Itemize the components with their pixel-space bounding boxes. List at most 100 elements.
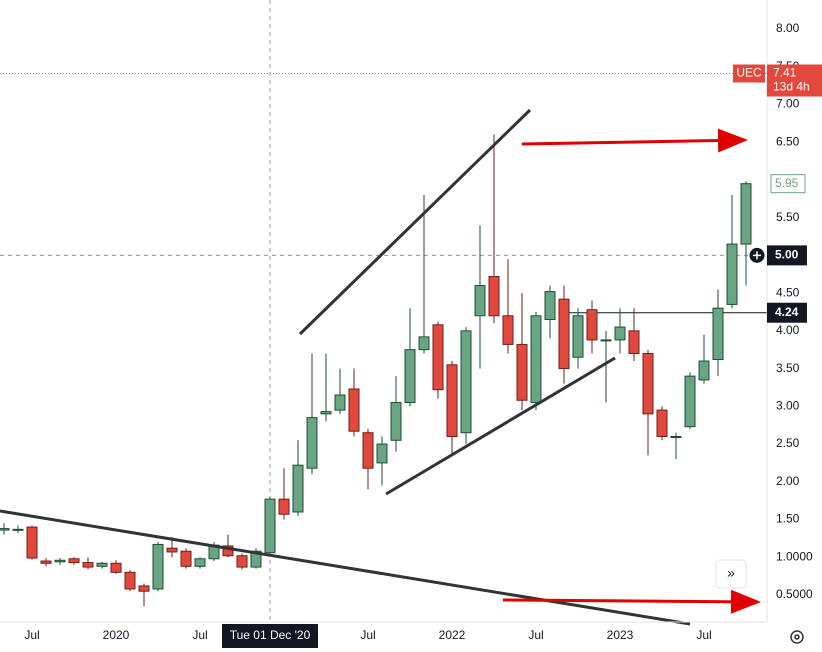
candle-body	[306, 417, 318, 469]
trend-line	[0, 509, 691, 626]
candle-body	[236, 555, 248, 568]
candle-body	[264, 498, 276, 554]
candle-body	[572, 315, 584, 358]
x-tick-label: Jul	[24, 628, 39, 642]
y-tick-label: 6.50	[776, 134, 800, 148]
candle-body	[166, 547, 178, 553]
candle-body	[362, 432, 374, 469]
candle-body	[250, 550, 262, 568]
y-tick-label: 1.50	[776, 512, 800, 526]
y-tick-label: 3.00	[776, 398, 800, 412]
price-axis	[767, 0, 822, 652]
candle-body	[656, 409, 668, 438]
close-tag	[770, 174, 806, 194]
candle-body	[180, 550, 192, 567]
y-tick-label: 0.5000	[776, 587, 813, 601]
y-tick-label: 2.00	[776, 474, 800, 488]
candle-body	[418, 336, 430, 351]
candle-body	[530, 315, 542, 404]
candle-body	[348, 388, 360, 432]
y-tick-label: 2.50	[776, 436, 800, 450]
x-tick-label: Jul	[528, 628, 543, 642]
drawings	[0, 108, 761, 626]
close-label: 5.95	[775, 176, 799, 190]
trend-line	[385, 356, 616, 496]
candle-body	[152, 543, 164, 590]
candle-body	[26, 526, 38, 559]
symbol-tag	[733, 64, 765, 83]
candle-body	[544, 291, 556, 321]
x-tick-label: 2023	[607, 628, 634, 642]
candle-body	[488, 276, 500, 317]
candle-body	[54, 559, 66, 563]
candle-body	[670, 436, 682, 439]
x-tick-label: Jul	[360, 628, 375, 642]
candle-body	[68, 558, 80, 564]
candle-body	[684, 375, 696, 428]
candle-body	[642, 352, 654, 415]
candle-body	[124, 571, 136, 590]
settings-icon[interactable]	[790, 630, 804, 644]
candle-body	[82, 562, 94, 568]
candle-body	[0, 528, 10, 531]
candle-body	[292, 464, 304, 513]
candle-body	[614, 326, 626, 341]
arrow	[502, 589, 761, 614]
price-line-tag	[767, 302, 807, 323]
candle-body	[96, 562, 108, 567]
crosshair-date-label: Tue 01 Dec '20	[230, 628, 311, 642]
candle-body	[740, 183, 752, 245]
trend-line	[298, 108, 532, 336]
candle-body	[446, 364, 458, 438]
y-tick-label: 8.00	[776, 21, 800, 35]
candle-body	[404, 349, 416, 404]
candle-body	[110, 562, 122, 573]
candle-body	[586, 309, 598, 341]
y-tick-label: 3.50	[776, 361, 800, 375]
last-price-tag	[767, 64, 822, 97]
y-tick-label: 1.0000	[776, 549, 813, 563]
y-tick-label: 5.50	[776, 210, 800, 224]
crosshair-tag	[767, 245, 807, 266]
x-tick-label: 2020	[103, 628, 130, 642]
crosshair-price-label: 5.00	[775, 248, 799, 262]
candle-body	[40, 560, 52, 564]
x-tick-label: Jul	[192, 628, 207, 642]
x-tick-label: 2022	[439, 628, 466, 642]
crosshair-plus	[753, 251, 761, 260]
candle-body	[376, 443, 388, 464]
price-line-label: 4.24	[775, 305, 799, 319]
scroll-icon[interactable]: »	[727, 565, 735, 581]
candle-body	[320, 411, 332, 415]
candle-body	[12, 528, 24, 531]
candle-body	[138, 585, 150, 592]
candle-body	[516, 343, 528, 401]
candle-body	[390, 402, 402, 441]
date-tag	[222, 624, 318, 648]
arrow	[521, 128, 748, 153]
candle-body	[628, 330, 640, 354]
candle-body	[474, 285, 486, 317]
y-tick-label: 4.50	[776, 285, 800, 299]
y-tick-label: 7.00	[776, 97, 800, 111]
candle-body	[460, 330, 472, 434]
candle-body	[558, 298, 570, 370]
settings-icon[interactable]	[794, 634, 800, 640]
candle-body	[712, 307, 724, 361]
candle-body	[278, 498, 290, 515]
candle-body	[726, 243, 738, 305]
last-price-label: 7.41	[773, 66, 797, 80]
scroll-button[interactable]	[715, 559, 747, 589]
y-tick-label: 4.00	[776, 323, 800, 337]
candle-body	[600, 339, 612, 342]
candle-body	[222, 545, 234, 557]
candle-body	[194, 558, 206, 567]
candle-body	[432, 324, 444, 391]
countdown-label: 13d 4h	[773, 80, 810, 94]
candle-body	[502, 315, 514, 345]
candle-body	[698, 360, 710, 381]
x-tick-label: Jul	[696, 628, 711, 642]
candle-body	[334, 394, 346, 411]
symbol-label: UEC	[736, 66, 762, 80]
